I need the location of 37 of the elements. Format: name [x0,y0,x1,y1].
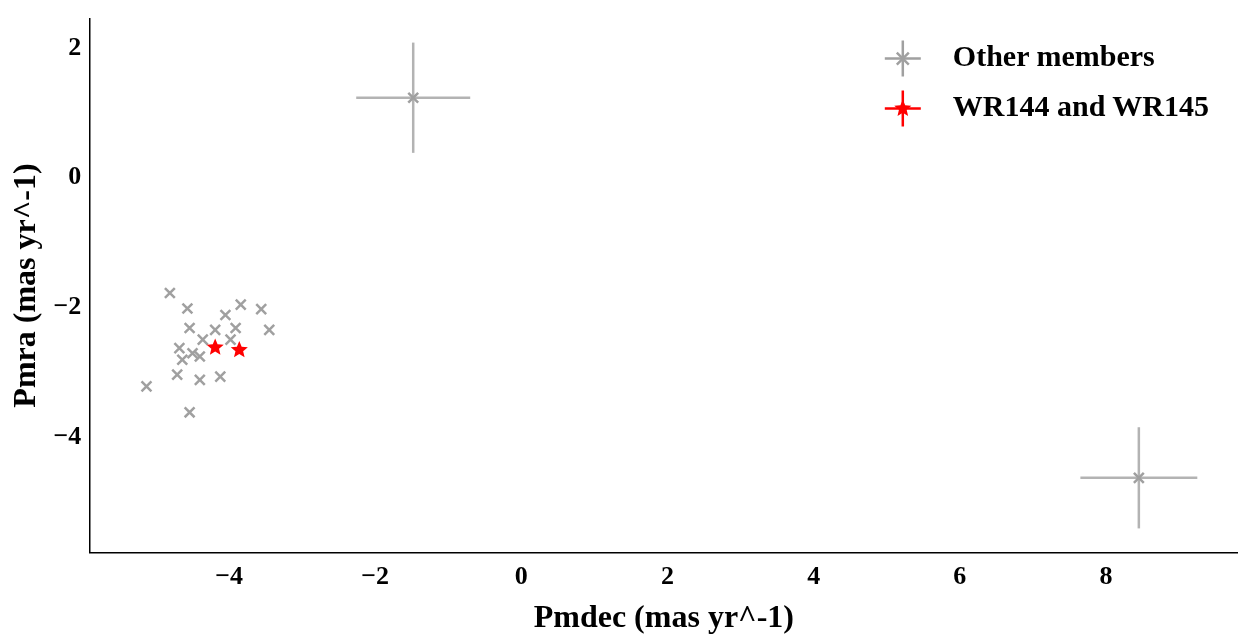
point [224,333,237,346]
point [196,333,209,346]
x-axis-title: Pmdec (mas yr^-1) [533,598,794,635]
point [219,308,232,322]
point [181,302,194,315]
point [140,380,153,393]
y-axis-title: Pmra (mas yr^-1) [6,163,43,408]
x-tick-label: 0 [514,560,528,590]
legend-label: WR144 and WR145 [952,89,1209,123]
x-tick-label: −2 [361,560,390,590]
point [263,323,276,337]
point [193,373,207,387]
y-tick-label: 2 [68,31,82,61]
x-tick-label: 6 [953,560,967,590]
x-tick-label: 8 [1099,560,1113,590]
point [183,406,196,419]
point [193,350,207,363]
x-tick-label: −4 [215,560,243,590]
point [1132,471,1146,485]
point [230,341,248,358]
x-tick-label: 2 [661,560,675,590]
point [214,370,227,383]
y-tick-label: −4 [53,420,82,450]
point [186,347,199,360]
point [208,323,222,337]
point [229,321,242,335]
point [163,286,177,300]
legend-label: Other members [952,39,1155,73]
point [407,91,420,104]
point [206,338,224,355]
point [183,321,196,335]
point [255,302,268,316]
point [170,368,184,381]
x-tick-label: 4 [807,560,821,590]
y-tick-label: −2 [53,290,82,320]
point [234,298,247,311]
y-tick-label: 0 [68,161,82,191]
